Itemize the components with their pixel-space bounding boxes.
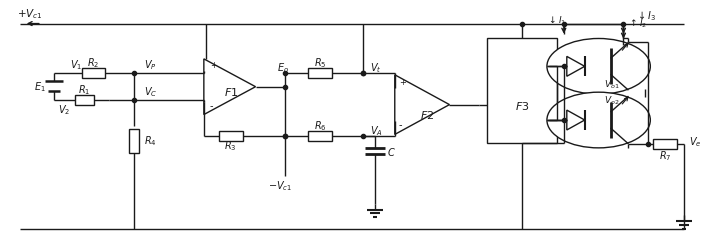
- Text: $V_A$: $V_A$: [370, 124, 383, 138]
- Text: $+V_{c1}$: $+V_{c1}$: [17, 7, 43, 21]
- Bar: [308, 68, 332, 78]
- Text: $R_2$: $R_2$: [87, 57, 100, 70]
- Text: +: +: [398, 78, 406, 87]
- Bar: [129, 129, 139, 153]
- Text: $V_{o2}$: $V_{o2}$: [603, 95, 619, 107]
- Text: $F2$: $F2$: [420, 109, 435, 121]
- Text: -: -: [398, 120, 402, 130]
- Ellipse shape: [547, 92, 650, 148]
- Bar: [308, 131, 332, 141]
- Text: $E_o$: $E_o$: [277, 62, 289, 75]
- Bar: [74, 95, 94, 105]
- Ellipse shape: [547, 38, 650, 94]
- Text: $V_2$: $V_2$: [57, 103, 70, 117]
- Bar: [487, 38, 557, 143]
- Text: $V_P$: $V_P$: [144, 59, 157, 72]
- Bar: [653, 139, 677, 149]
- Text: $F3$: $F3$: [515, 100, 530, 112]
- Text: $\downarrow I_1$: $\downarrow I_1$: [547, 14, 566, 27]
- Text: $V_1$: $V_1$: [69, 59, 82, 72]
- Text: $E_1$: $E_1$: [34, 80, 45, 93]
- Text: $V_e$: $V_e$: [689, 135, 702, 149]
- Text: $R_5$: $R_5$: [314, 57, 326, 70]
- Text: $R_3$: $R_3$: [225, 139, 237, 153]
- Text: $R_1$: $R_1$: [78, 83, 91, 97]
- Text: $R_6$: $R_6$: [314, 119, 327, 133]
- Text: -: -: [210, 101, 213, 111]
- Text: $\uparrow I_2$: $\uparrow I_2$: [628, 17, 647, 30]
- Text: $V_C$: $V_C$: [144, 85, 157, 99]
- Text: $V_{o1}$: $V_{o1}$: [603, 79, 619, 92]
- Text: $R_7$: $R_7$: [659, 149, 671, 163]
- Text: $\downarrow I_3$: $\downarrow I_3$: [637, 9, 657, 23]
- Text: $R_4$: $R_4$: [144, 134, 157, 148]
- Text: $V_t$: $V_t$: [370, 62, 381, 75]
- Text: +: +: [210, 61, 217, 70]
- Bar: [219, 131, 242, 141]
- Bar: [82, 68, 106, 78]
- Text: $C$: $C$: [387, 146, 396, 158]
- Text: $-V_{c1}$: $-V_{c1}$: [268, 179, 293, 192]
- Text: $F1$: $F1$: [223, 86, 238, 98]
